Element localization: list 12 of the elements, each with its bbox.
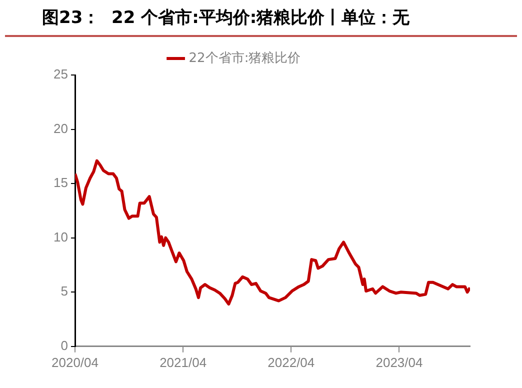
y-tick-label: 10	[54, 229, 68, 244]
x-tick-label: 2021/04	[160, 354, 207, 370]
y-tick-label: 5	[60, 284, 68, 299]
x-tick-label: 2022/04	[268, 354, 315, 370]
x-tick-label: 2023/04	[376, 354, 423, 370]
legend-label: 22个省市:猪粮比价	[188, 50, 301, 66]
x-tick-label: 2020/04	[52, 354, 98, 370]
y-tick-label: 15	[54, 175, 68, 190]
y-tick-label: 0	[60, 338, 68, 353]
y-tick-label: 20	[54, 120, 68, 136]
chart-title: 图23： 22 个省市:平均价:猪粮比价丨单位：无	[42, 7, 410, 29]
y-tick-label: 25	[54, 66, 68, 82]
